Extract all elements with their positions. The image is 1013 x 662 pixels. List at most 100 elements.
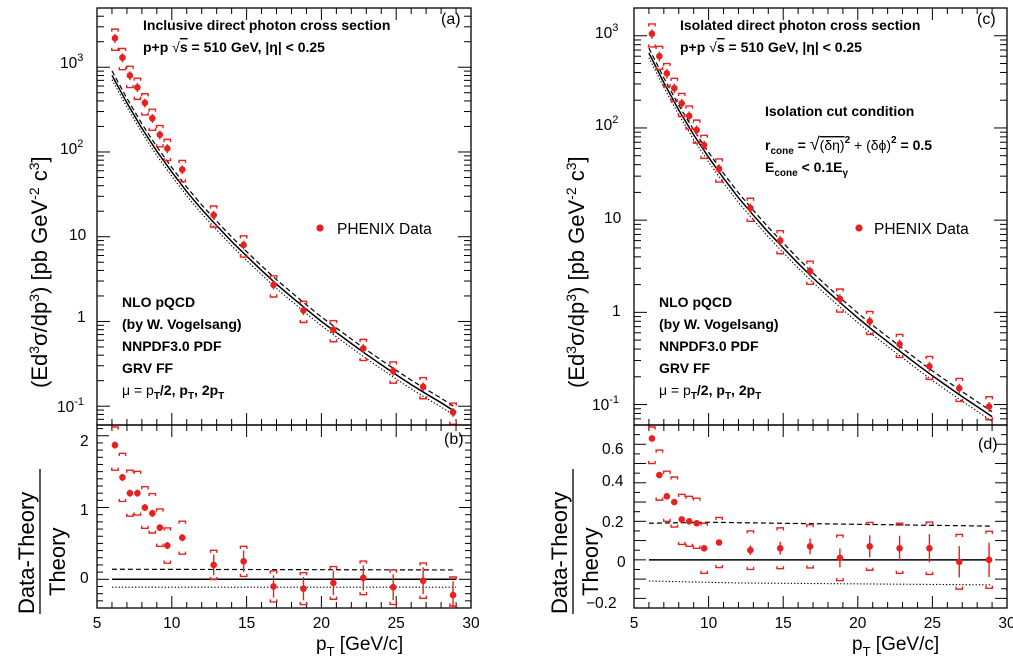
data-point (656, 52, 663, 60)
data-point (156, 524, 164, 531)
systematic-error-bracket (419, 376, 428, 381)
legend-marker (855, 224, 863, 232)
systematic-error-bracket (449, 402, 457, 406)
theory-line: GRV FF (659, 360, 711, 376)
systematic-error-bracket (133, 512, 142, 516)
systematic-error-bracket (299, 571, 308, 576)
systematic-error-bracket (419, 562, 428, 566)
systematic-error-bracket (359, 592, 368, 596)
legend: PHENIX Data (316, 221, 432, 238)
theory-ratio-dotted (648, 580, 993, 586)
systematic-error-bracket (692, 497, 701, 501)
data-point (776, 544, 784, 552)
xtick-label: 10 (163, 615, 181, 632)
ticks (96, 425, 472, 609)
data-point (836, 554, 844, 562)
xtick-label: 25 (388, 615, 405, 632)
data-point (700, 141, 708, 149)
systematic-error-bracket (925, 376, 934, 381)
theory-curves (111, 70, 457, 417)
systematic-error-bracket (148, 530, 157, 534)
systematic-error-bracket (239, 235, 248, 239)
systematic-error-bracket (925, 571, 934, 576)
data-point (141, 504, 149, 511)
systematic-error-bracket (118, 452, 127, 456)
data-point (685, 112, 693, 120)
systematic-error-bracket (648, 426, 656, 430)
data-point (663, 492, 671, 500)
systematic-error-bracket (449, 421, 457, 425)
isolation-heading: Isolation cut condition (765, 103, 914, 119)
data-point (670, 498, 678, 506)
panel-a-cross-section-inclusive: 10-1 1 10 102 103 (Ed3σ/dp3) [pb GeV-2 c… (26, 7, 472, 426)
legend-label: PHENIX Data (337, 221, 432, 238)
systematic-error-bracket (746, 530, 755, 534)
systematic-error-bracket (806, 524, 814, 528)
data-point (955, 385, 963, 392)
ytick-label: 0 (80, 570, 89, 587)
systematic-error-bracket (148, 127, 157, 132)
data-points (648, 23, 993, 421)
systematic-error-bracket (776, 251, 785, 255)
xtick-label: 20 (313, 615, 331, 632)
systematic-error-bracket (865, 567, 874, 571)
systematic-error-bracket (155, 508, 164, 512)
xtick-label: 25 (924, 615, 941, 632)
systematic-error-bracket (692, 545, 701, 549)
systematic-error-bracket (140, 93, 149, 97)
systematic-error-bracket (359, 560, 368, 564)
panel-c-cross-section-isolated: 10-1 1 10 102 103 (Ed3σ/dp3) [pb GeV-2 c… (563, 7, 1008, 426)
data-points (111, 426, 457, 609)
systematic-error-bracket (329, 565, 338, 570)
systematic-error-bracket (163, 138, 172, 142)
systematic-error-bracket (239, 254, 248, 258)
systematic-error-bracket (178, 551, 187, 555)
panel-label: (a) (441, 11, 461, 28)
systematic-error-bracket (895, 522, 904, 526)
systematic-error-bracket (685, 543, 694, 548)
systematic-error-bracket (715, 516, 723, 521)
systematic-error-bracket (700, 570, 709, 575)
theory-line: NLO pQCD (659, 294, 732, 310)
y-axis-title: (Ed3σ/dp3) [pb GeV-2 c3] (563, 156, 589, 388)
theory-line: μ = pT/2, pT, 2pT (122, 382, 224, 402)
systematic-error-bracket (776, 566, 785, 570)
y-tick-labels: 0 1 2 (80, 433, 89, 587)
data-point (678, 516, 686, 523)
systematic-error-bracket (389, 569, 398, 573)
theory-line: NNPDF3.0 PDF (122, 338, 222, 354)
systematic-error-bracket (985, 417, 993, 421)
systematic-error-bracket (389, 361, 398, 365)
theory-line: NLO pQCD (122, 294, 195, 310)
xtick-label: 20 (849, 615, 867, 632)
systematic-error-bracket (178, 520, 187, 524)
systematic-error-bracket (648, 23, 656, 27)
systematic-error-bracket (895, 570, 904, 575)
systematic-error-bracket (269, 599, 278, 603)
systematic-error-bracket (985, 396, 993, 400)
theory-description: NLO pQCD (by W. Vogelsang) NNPDF3.0 PDF … (122, 294, 242, 402)
systematic-error-bracket (835, 288, 844, 292)
panel-label: (b) (444, 431, 464, 448)
legend: PHENIX Data (855, 221, 969, 238)
systematic-error-bracket (449, 576, 457, 580)
ytick-label: −0.2 (586, 595, 617, 612)
systematic-error-bracket (715, 179, 723, 183)
data-point (449, 591, 457, 599)
systematic-error-bracket (925, 355, 934, 360)
data-point (449, 408, 457, 416)
data-point (836, 295, 844, 303)
systematic-error-bracket (148, 108, 157, 112)
x-axis-title: pT [GeV/c] (852, 634, 939, 659)
systematic-error-bracket (692, 140, 701, 144)
y-axis-title: Data-Theory Theory (547, 469, 603, 614)
systematic-error-bracket (692, 119, 701, 123)
x-axis-title: pT [GeV/c] (316, 634, 403, 659)
data-point (985, 556, 993, 564)
y-axis-title: Data-Theory Theory (14, 469, 70, 614)
systematic-error-bracket (239, 573, 248, 578)
collision-info: p+p √s = 510 GeV, |η| < 0.25 (680, 39, 862, 55)
systematic-error-bracket (895, 354, 904, 359)
systematic-error-bracket (269, 294, 278, 298)
